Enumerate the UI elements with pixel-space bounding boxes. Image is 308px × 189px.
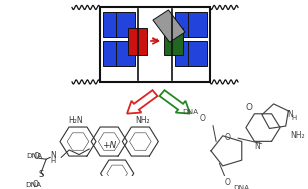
Text: N: N	[287, 110, 293, 119]
Bar	[128, 28, 147, 55]
Bar	[116, 41, 135, 66]
Text: O: O	[32, 180, 38, 189]
Text: H: H	[291, 115, 296, 121]
Text: O: O	[225, 178, 231, 187]
Polygon shape	[160, 90, 190, 114]
Bar	[103, 12, 122, 37]
Bar	[175, 12, 194, 37]
Bar	[164, 28, 183, 55]
Text: DNA: DNA	[26, 153, 42, 159]
Text: DNA: DNA	[182, 109, 198, 115]
Text: N: N	[255, 142, 261, 150]
Text: DNA: DNA	[233, 185, 249, 189]
Text: NH₂: NH₂	[135, 116, 150, 125]
Bar	[188, 41, 207, 66]
Bar	[103, 41, 122, 66]
Bar	[175, 41, 194, 66]
Text: H: H	[51, 158, 56, 164]
Text: O: O	[200, 114, 206, 123]
Text: N: N	[50, 151, 56, 160]
Bar	[188, 12, 207, 37]
Text: O: O	[245, 103, 252, 112]
Text: +•: +•	[151, 37, 160, 42]
Text: O: O	[225, 133, 231, 142]
Text: S: S	[38, 170, 44, 179]
Polygon shape	[127, 90, 157, 114]
Text: H₂N: H₂N	[69, 116, 83, 125]
Text: DNA: DNA	[25, 182, 41, 188]
Polygon shape	[153, 10, 185, 42]
Bar	[116, 12, 135, 37]
Text: +N: +N	[102, 141, 116, 150]
Text: O: O	[33, 152, 39, 161]
Text: NH₂: NH₂	[290, 132, 305, 140]
